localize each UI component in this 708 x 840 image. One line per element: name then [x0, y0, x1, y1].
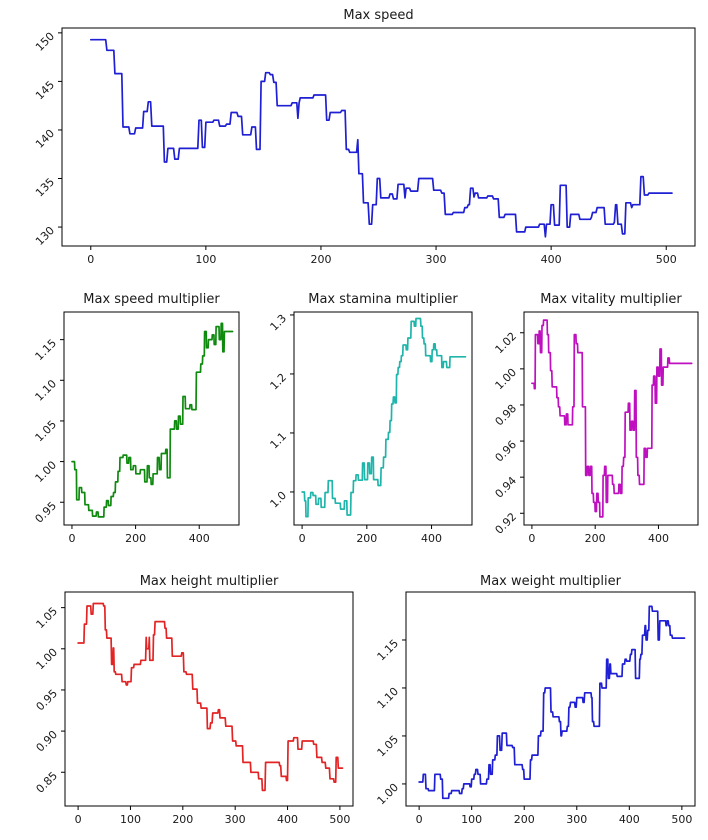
x-tick-label: 500	[329, 813, 350, 826]
chart-title-max-speed: Max speed	[343, 8, 413, 23]
plot-spines	[405, 591, 696, 807]
x-tick-label: 400	[648, 532, 669, 545]
plot-spines	[523, 311, 699, 526]
x-tick-label: 300	[566, 813, 587, 826]
x-tick-label: 400	[421, 532, 442, 545]
x-tick-label: 200	[356, 532, 377, 545]
plot-spines	[64, 591, 354, 807]
x-tick-label: 400	[189, 532, 210, 545]
x-tick-label: 0	[299, 532, 306, 545]
x-tick-label: 500	[656, 253, 677, 266]
plot-spines	[293, 311, 473, 526]
x-tick-label: 100	[195, 253, 216, 266]
x-tick-label: 300	[426, 253, 447, 266]
chart-max-height-multiplier: Max height multiplier 0 100 200 300 400 5000.…	[34, 574, 354, 826]
x-tick-label: 0	[68, 532, 75, 545]
plot-spines	[61, 27, 696, 247]
x-tick-label: 400	[541, 253, 562, 266]
x-tick-label: 0	[528, 532, 535, 545]
x-tick-label: 100	[120, 813, 141, 826]
x-tick-label: 200	[310, 253, 331, 266]
x-tick-label: 200	[172, 813, 193, 826]
x-tick-label: 300	[225, 813, 246, 826]
chart-title-max-speed-multiplier: Max speed multiplier	[83, 292, 220, 307]
x-tick-label: 0	[87, 253, 94, 266]
chart-title-max-height-multiplier: Max height multiplier	[140, 574, 279, 589]
x-tick-label: 400	[277, 813, 298, 826]
x-tick-label: 200	[125, 532, 146, 545]
x-tick-label: 100	[461, 813, 482, 826]
data-line-max-speed	[89, 38, 673, 238]
plot-spines	[63, 311, 240, 526]
chart-title-max-vitality-multiplier: Max vitality multiplier	[540, 292, 682, 307]
x-tick-label: 200	[514, 813, 535, 826]
data-line-max-weight-multiplier	[418, 605, 686, 800]
x-tick-label: 0	[75, 813, 82, 826]
data-line-max-stamina-multiplier	[301, 317, 467, 518]
x-tick-label: 500	[671, 813, 692, 826]
x-tick-label: 400	[619, 813, 640, 826]
data-line-max-height-multiplier	[77, 602, 344, 792]
data-line-max-vitality-multiplier	[531, 319, 693, 518]
chart-title-max-stamina-multiplier: Max stamina multiplier	[308, 292, 458, 307]
x-tick-label: 0	[416, 813, 423, 826]
data-line-max-speed-multiplier	[71, 322, 234, 518]
x-tick-label: 200	[585, 532, 606, 545]
chart-title-max-weight-multiplier: Max weight multiplier	[480, 574, 622, 589]
